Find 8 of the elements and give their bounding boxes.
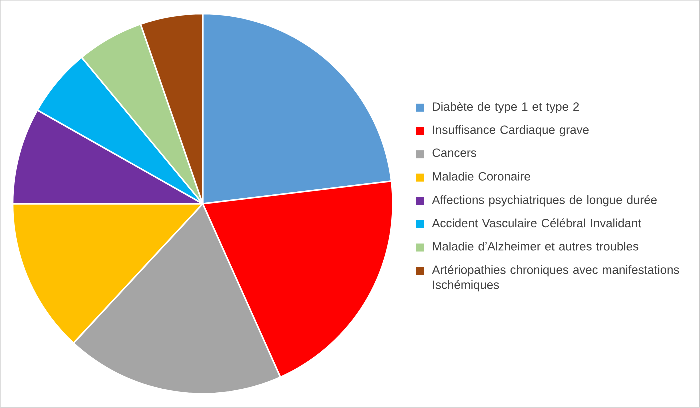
legend-label: Maladie d’Alzheimer et autres troubles — [433, 242, 639, 251]
legend-label: Cancers — [432, 148, 476, 158]
legend-label: Affections psychiatriques de longue durée — [432, 195, 657, 207]
legend-label: Insuffisance Cardiaque grave — [433, 125, 589, 137]
legend-label: Maladie Coronaire — [433, 172, 530, 181]
legend-label: Artériopathies chroniques avec manifestations Ischémiques — [432, 265, 680, 292]
legend-label: Diabète de type 1 et type 2 — [433, 102, 580, 114]
legend-label: Accident Vasculaire Célébral Invalidant — [432, 218, 642, 228]
